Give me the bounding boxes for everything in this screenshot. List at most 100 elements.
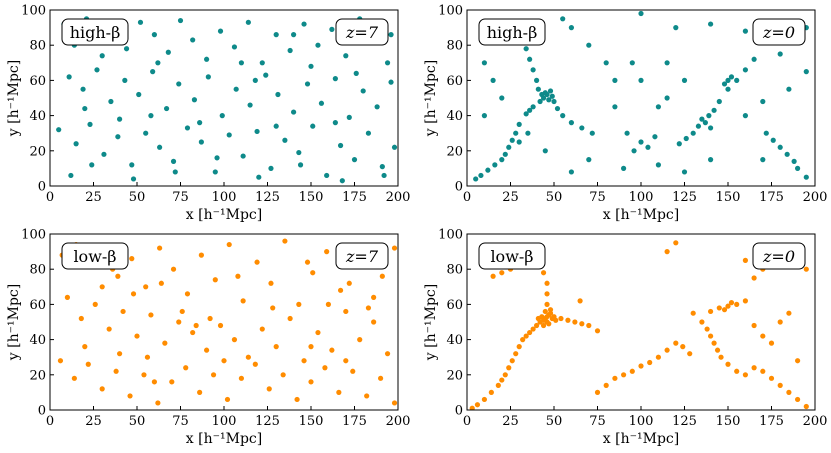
data-point <box>275 91 281 98</box>
data-point <box>197 389 203 395</box>
data-point <box>664 347 670 353</box>
scatter-points <box>56 16 398 184</box>
data-point <box>530 104 536 110</box>
data-point <box>162 340 168 346</box>
data-point <box>751 275 757 281</box>
data-point <box>365 130 372 136</box>
data-point <box>120 308 126 315</box>
data-point <box>673 25 679 31</box>
x-tick-label: 200 <box>803 190 828 205</box>
data-point <box>751 322 757 329</box>
data-point <box>129 162 135 168</box>
model-label: high-β <box>70 23 121 42</box>
data-point <box>481 60 487 66</box>
data-point <box>734 77 740 83</box>
data-point <box>551 98 557 105</box>
data-point <box>245 354 251 360</box>
data-point <box>56 127 62 133</box>
data-point <box>728 74 735 80</box>
data-point <box>621 372 627 378</box>
data-point <box>742 67 749 73</box>
data-point <box>568 120 575 126</box>
y-tick-label: 20 <box>29 144 46 159</box>
data-point <box>329 26 335 32</box>
redshift-label-badge: z=0 <box>752 242 806 270</box>
data-point <box>351 157 358 163</box>
data-point <box>664 60 670 66</box>
data-point <box>280 372 286 378</box>
data-point <box>638 139 644 145</box>
data-point <box>708 333 714 339</box>
data-point <box>343 308 349 315</box>
data-point <box>680 344 686 350</box>
data-point <box>318 100 325 106</box>
data-point <box>540 322 547 329</box>
data-point <box>568 169 575 175</box>
data-point <box>760 157 766 163</box>
x-tick-label: 200 <box>386 414 411 429</box>
data-point <box>217 28 224 34</box>
data-point <box>760 333 766 339</box>
data-point <box>381 172 387 179</box>
data-point <box>388 79 394 85</box>
data-point <box>655 104 662 110</box>
redshift-label-badge: z=7 <box>335 18 389 46</box>
data-point <box>716 305 722 311</box>
data-point <box>169 379 175 385</box>
data-point <box>473 176 479 182</box>
x-tick-label: 150 <box>299 414 324 429</box>
data-point <box>282 238 288 244</box>
x-tick-label: 125 <box>255 190 280 205</box>
x-tick-label: 75 <box>172 190 189 205</box>
model-label: low-β <box>73 247 116 266</box>
data-point <box>155 60 161 66</box>
data-point <box>534 322 540 329</box>
x-tick-label: 50 <box>546 414 563 429</box>
data-point <box>353 70 359 76</box>
x-tick-label: 75 <box>172 414 189 429</box>
x-tick-label: 150 <box>299 190 324 205</box>
data-point <box>374 104 380 110</box>
data-point <box>777 144 783 150</box>
data-point <box>176 81 182 87</box>
data-point <box>544 280 550 286</box>
data-point <box>144 354 151 360</box>
data-point <box>777 382 783 388</box>
x-tick-label: 125 <box>672 190 697 205</box>
y-tick-label: 100 <box>21 4 46 19</box>
data-point <box>786 310 792 316</box>
data-point <box>315 329 321 336</box>
data-point <box>474 402 481 408</box>
data-point <box>85 361 91 367</box>
data-point <box>603 60 609 66</box>
data-point <box>332 120 338 126</box>
x-tick-label: 200 <box>803 414 828 429</box>
y-axis-label: y [h⁻¹Mpc] <box>423 284 439 361</box>
y-tick-label: 40 <box>29 333 46 348</box>
data-point <box>66 74 72 80</box>
data-point <box>224 396 231 403</box>
data-point <box>308 63 314 69</box>
redshift-label: z=0 <box>762 23 795 42</box>
data-point <box>579 321 585 327</box>
data-point <box>115 134 121 140</box>
data-point <box>143 130 149 136</box>
data-point <box>304 81 311 87</box>
data-point <box>742 257 749 263</box>
data-point <box>266 386 272 392</box>
data-point <box>113 368 119 374</box>
data-point <box>534 77 540 83</box>
data-point <box>301 358 307 364</box>
data-point <box>141 372 147 378</box>
data-point <box>516 139 522 145</box>
data-point <box>117 116 123 122</box>
data-point <box>652 134 658 140</box>
data-point <box>360 88 366 94</box>
y-tick-label: 80 <box>446 39 463 54</box>
data-point <box>268 165 274 171</box>
y-tick-label: 0 <box>38 180 46 195</box>
data-point <box>527 329 533 336</box>
y-tick-label: 80 <box>29 39 46 54</box>
data-point <box>297 162 304 168</box>
y-tick-label: 40 <box>446 333 463 348</box>
